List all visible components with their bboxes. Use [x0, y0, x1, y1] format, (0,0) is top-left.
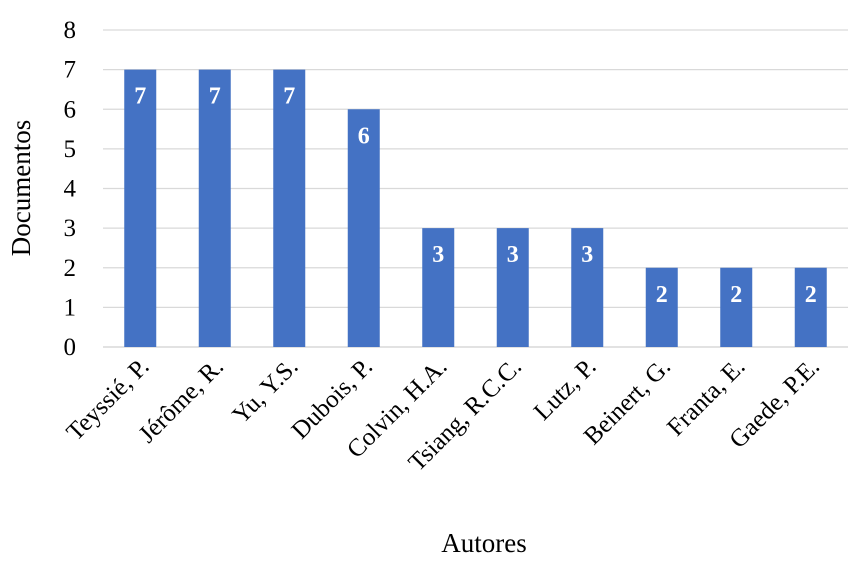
y-tick-label: 8 [64, 17, 77, 44]
bar [720, 267, 753, 347]
bars [124, 69, 827, 347]
y-tick-label: 6 [64, 96, 77, 123]
data-label: 3 [581, 242, 593, 268]
bar [496, 228, 529, 347]
x-axis-categories: Teyssié, P.Jérôme, R.Yu, Y.S.Dubois, P.C… [61, 353, 824, 476]
data-label: 7 [209, 84, 221, 110]
y-tick-label: 0 [64, 334, 77, 361]
y-tick-label: 5 [64, 136, 77, 163]
bar [645, 267, 678, 347]
y-tick-label: 3 [64, 215, 77, 242]
y-tick-label: 7 [64, 57, 77, 84]
x-category-label: Yu, Y.S. [227, 353, 303, 429]
bar [347, 109, 380, 347]
y-tick-label: 2 [64, 255, 77, 282]
bar [422, 228, 455, 347]
x-axis-title: Autores [441, 528, 526, 558]
data-label: 7 [283, 84, 295, 110]
bar [273, 69, 306, 347]
bar [794, 267, 827, 347]
y-tick-label: 1 [64, 294, 77, 321]
bar [124, 69, 157, 347]
data-label: 3 [507, 242, 519, 268]
data-label: 7 [134, 84, 146, 110]
data-label: 3 [432, 242, 444, 268]
data-label: 2 [805, 282, 817, 308]
data-label: 2 [656, 282, 668, 308]
bar [571, 228, 604, 347]
data-label: 2 [730, 282, 742, 308]
y-tick-label: 4 [64, 176, 77, 203]
data-labels: 7 7 7 6 3 3 3 2 2 2 [134, 84, 817, 308]
y-axis-title: Documentos [6, 120, 36, 256]
x-category-label: Lutz, P. [529, 353, 602, 426]
y-axis-ticks: 0 1 2 3 4 5 6 7 8 [64, 17, 77, 361]
bar [198, 69, 231, 347]
data-label: 6 [358, 123, 370, 149]
